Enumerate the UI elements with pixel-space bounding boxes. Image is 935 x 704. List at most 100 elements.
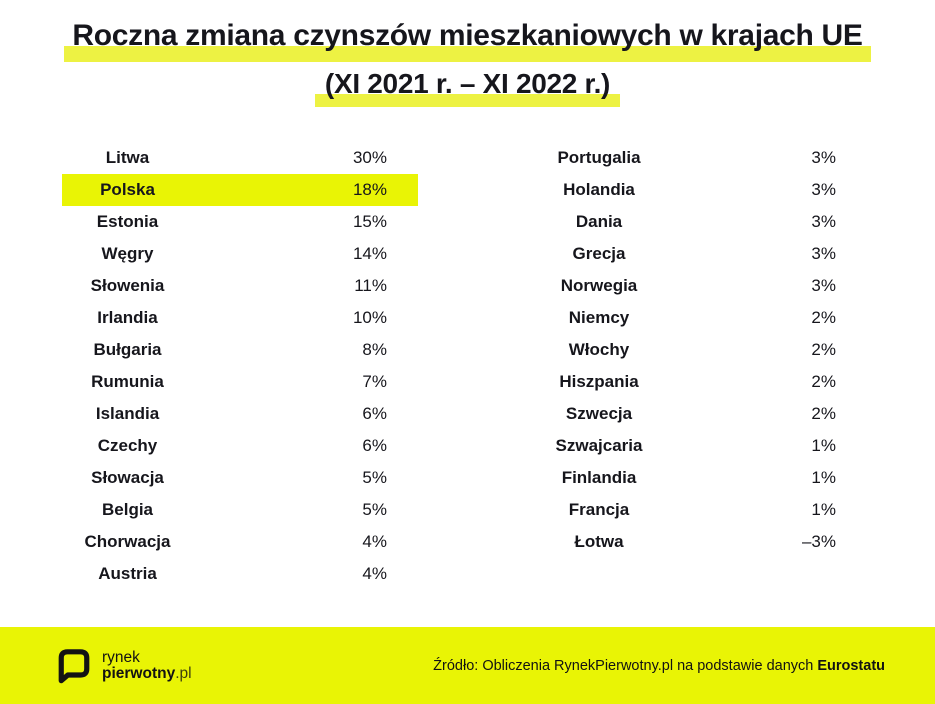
value-label: 7% — [362, 372, 387, 391]
table-row: Rumunia 7% — [62, 366, 418, 398]
value-label: 4% — [362, 532, 387, 551]
value-label: 15% — [352, 212, 387, 231]
country-label: Rumunia — [91, 372, 164, 391]
table-row: Słowacja 5% — [62, 462, 418, 494]
country-label: Irlandia — [97, 308, 158, 327]
value-label: 4% — [362, 564, 387, 583]
rynekpierwotny-logo: rynek pierwotny.pl — [57, 646, 192, 686]
table-row: Grecja 3% — [511, 238, 867, 270]
country-label: Węgry — [101, 244, 154, 263]
logo-text-pierwotny: pierwotny — [102, 664, 176, 682]
value-label: 3% — [811, 148, 836, 167]
country-label: Francja — [568, 500, 630, 519]
logo-text-line2: pierwotny.pl — [102, 664, 192, 682]
country-label: Belgia — [101, 500, 154, 519]
table-row: Finlandia 1% — [511, 462, 867, 494]
value-label: 1% — [811, 436, 836, 455]
logo-text-line1: rynek — [102, 648, 140, 666]
title-highlight-band-1: Roczna zmiana czynszów mieszkaniowych w … — [64, 16, 871, 62]
country-label: Szwajcaria — [555, 436, 643, 455]
value-label: 5% — [362, 468, 387, 487]
title-highlight-band-2: (XI 2021 r. – XI 2022 r.) — [314, 66, 621, 107]
value-label: 1% — [811, 468, 836, 487]
logo-text-pl-suffix: .pl — [175, 664, 192, 682]
source-text: Źródło: Obliczenia RynekPierwotny.pl na … — [433, 658, 885, 674]
value-label: 3% — [811, 212, 836, 231]
table-row: Hiszpania 2% — [511, 366, 867, 398]
country-label: Czechy — [97, 436, 158, 455]
value-label: 3% — [811, 244, 836, 263]
country-label: Estonia — [96, 212, 159, 231]
country-label: Słowenia — [90, 276, 165, 295]
value-label: 30% — [352, 148, 387, 167]
value-label: 1% — [811, 500, 836, 519]
table-row: Norwegia 3% — [511, 270, 867, 302]
value-label: 3% — [811, 276, 836, 295]
country-label: Holandia — [563, 180, 635, 199]
table-row: Irlandia 10% — [62, 302, 418, 334]
country-label: Portugalia — [557, 148, 641, 167]
table-row: Portugalia 3% — [511, 142, 867, 174]
footer-bar: rynek pierwotny.pl Źródło: Obliczenia Ry… — [0, 627, 935, 704]
value-label: 3% — [811, 180, 836, 199]
country-label: Grecja — [572, 244, 626, 263]
table-row: Polska 18% — [62, 174, 418, 206]
page-title-line2: (XI 2021 r. – XI 2022 r.) — [0, 66, 935, 107]
country-label: Litwa — [105, 148, 150, 167]
table-row: Bułgaria 8% — [62, 334, 418, 366]
table-row: Włochy 2% — [511, 334, 867, 366]
table-row: Estonia 15% — [62, 206, 418, 238]
value-label: 14% — [352, 244, 387, 263]
table-row: Belgia 5% — [62, 494, 418, 526]
value-label: 6% — [362, 404, 387, 423]
table-row: Węgry 14% — [62, 238, 418, 270]
value-label: 2% — [811, 340, 836, 359]
country-label: Włochy — [568, 340, 630, 359]
table-row: Holandia 3% — [511, 174, 867, 206]
rent-change-table: Litwa 30% Polska 18% Estonia 15% Węgry 14% Słowe… — [62, 142, 867, 590]
table-row: Słowenia 11% — [62, 270, 418, 302]
speech-bubble-logo-icon — [57, 646, 91, 686]
value-label: 10% — [352, 308, 387, 327]
country-label: Chorwacja — [84, 532, 171, 551]
value-label: –3% — [801, 532, 836, 551]
value-label: 8% — [362, 340, 387, 359]
country-label: Polska — [100, 180, 155, 199]
value-label: 6% — [362, 436, 387, 455]
table-row: Austria 4% — [62, 558, 418, 590]
page-title-line1: Roczna zmiana czynszów mieszkaniowych w … — [0, 16, 935, 62]
table-row: Dania 3% — [511, 206, 867, 238]
country-label: Finlandia — [561, 468, 637, 487]
table-row: Łotwa –3% — [511, 526, 867, 558]
table-row: Islandia 6% — [62, 398, 418, 430]
country-label: Szwecja — [565, 404, 633, 423]
value-label: 2% — [811, 372, 836, 391]
title-block: Roczna zmiana czynszów mieszkaniowych w … — [0, 0, 935, 107]
country-label: Austria — [98, 564, 157, 583]
rent-table-column-left: Litwa 30% Polska 18% Estonia 15% Węgry 14% Słowe… — [62, 142, 418, 590]
country-label: Łotwa — [574, 532, 624, 551]
country-label: Norwegia — [560, 276, 638, 295]
table-row: Litwa 30% — [62, 142, 418, 174]
country-label: Niemcy — [568, 308, 630, 327]
rent-table-column-right: Portugalia 3% Holandia 3% Dania 3% Grecja 3% Nor… — [511, 142, 867, 590]
source-text-eurostat: Eurostatu — [817, 657, 885, 674]
value-label: 11% — [354, 276, 387, 295]
source-text-prefix: Źródło: Obliczenia RynekPierwotny.pl na … — [433, 657, 814, 674]
table-row: Szwecja 2% — [511, 398, 867, 430]
country-label: Dania — [575, 212, 623, 231]
country-label: Słowacja — [91, 468, 164, 487]
country-label: Hiszpania — [559, 372, 639, 391]
country-label: Islandia — [95, 404, 160, 423]
table-row: Czechy 6% — [62, 430, 418, 462]
value-label: 2% — [811, 404, 836, 423]
value-label: 18% — [352, 180, 387, 199]
table-row: Niemcy 2% — [511, 302, 867, 334]
table-row: Francja 1% — [511, 494, 867, 526]
logo-text: rynek pierwotny.pl — [102, 648, 192, 682]
table-row: Szwajcaria 1% — [511, 430, 867, 462]
value-label: 2% — [811, 308, 836, 327]
table-row: Chorwacja 4% — [62, 526, 418, 558]
country-label: Bułgaria — [93, 340, 162, 359]
